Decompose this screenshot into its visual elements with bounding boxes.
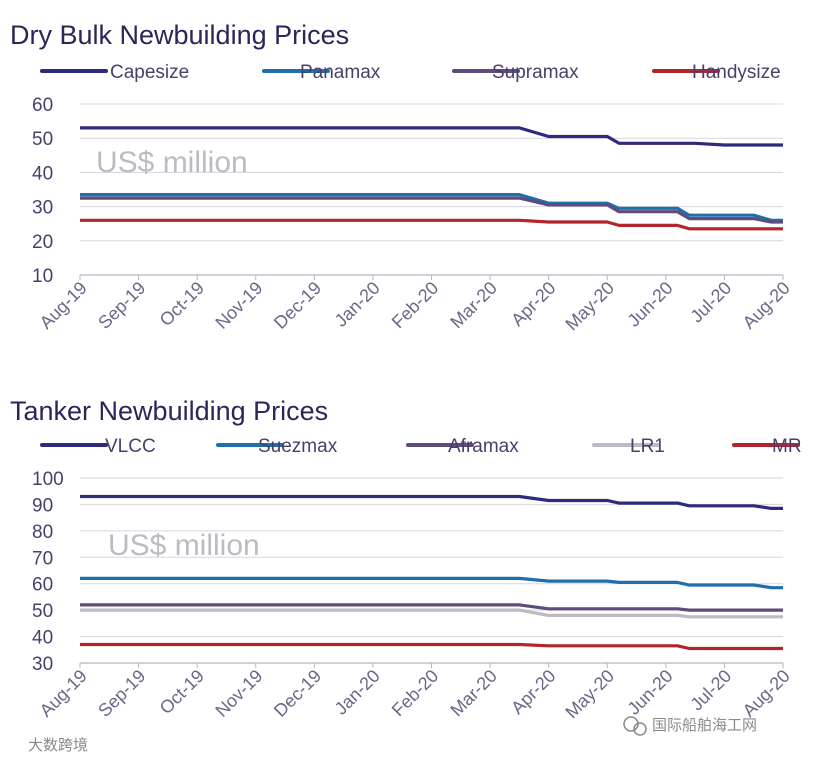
x-tick-label: Oct-19 (156, 666, 208, 718)
x-tick-label: May-20 (561, 278, 618, 335)
y-tick-label: 80 (32, 522, 53, 543)
x-tick-label: Jan-20 (331, 278, 384, 331)
series-line-supramax (80, 196, 783, 224)
x-tick-label: Nov-19 (211, 278, 266, 333)
y-tick-label: 40 (32, 163, 53, 184)
x-tick-label: Mar-20 (446, 278, 500, 332)
chart-2: Tanker Newbuilding Prices VLCC Suezmax Afra… (10, 396, 802, 722)
watermark-bottom-right: 国际船舶海工网 (652, 717, 757, 734)
legend-label-handysize: Handysize (692, 62, 781, 83)
series-line-aframax (80, 603, 783, 612)
y-tick-label: 50 (32, 129, 53, 150)
x-tick-label: Aug-20 (739, 278, 794, 333)
x-tick-label: Apr-20 (507, 278, 559, 330)
x-tick-label: Sep-19 (94, 666, 149, 721)
x-tick-label: Jul-20 (686, 278, 735, 327)
x-tick-label: Mar-20 (446, 666, 500, 720)
x-tick-label: May-20 (561, 666, 618, 723)
y-tick-label: 20 (32, 232, 53, 253)
chart-1: Dry Bulk Newbuilding Prices Capesize Panam… (10, 20, 794, 334)
x-tick-label: Nov-19 (211, 666, 266, 721)
x-tick-label: Aug-20 (739, 666, 794, 721)
y-tick-label: 30 (32, 198, 53, 219)
legend-label-mr: MR (772, 436, 802, 457)
x-tick-label: Dec-19 (270, 666, 325, 721)
x-tick-label: Jun-20 (624, 278, 677, 331)
x-tick-label: Jul-20 (686, 666, 735, 715)
series-line-suezmax (80, 576, 783, 590)
unit-label: US$ million (108, 529, 260, 562)
x-tick-label: Jan-20 (331, 666, 384, 719)
legend-label-supramax: Supramax (492, 62, 579, 83)
wechat-icon (623, 716, 647, 736)
series-line-capesize (80, 126, 783, 147)
legend-label-panamax: Panamax (300, 62, 381, 83)
y-tick-label: 60 (32, 95, 53, 116)
x-tick-label: Dec-19 (270, 278, 325, 333)
legend-label-aframax: Aframax (448, 436, 519, 457)
watermark-top: 搜狐号@新技术时代 (654, 9, 780, 25)
legend-label-lr1: LR1 (630, 436, 665, 457)
y-tick-label: 60 (32, 575, 53, 596)
y-tick-label: 10 (32, 266, 53, 287)
legend-label-capesize: Capesize (110, 62, 189, 83)
chart-title: Tanker Newbuilding Prices (10, 396, 328, 426)
y-tick-label: 30 (32, 654, 53, 675)
series-line-vlcc (80, 494, 783, 510)
x-tick-label: Feb-20 (388, 278, 442, 332)
x-tick-label: Feb-20 (388, 666, 442, 720)
legend-label-vlcc: VLCC (105, 436, 156, 457)
y-tick-label: 50 (32, 601, 53, 622)
y-tick-label: 100 (32, 469, 64, 490)
series-line-mr (80, 642, 783, 651)
series-line-panamax (80, 193, 783, 222)
series-line-lr1 (80, 608, 783, 619)
unit-label: US$ million (96, 146, 248, 179)
chart-title: Dry Bulk Newbuilding Prices (10, 20, 349, 50)
x-tick-label: Jun-20 (624, 666, 677, 719)
y-tick-label: 70 (32, 548, 53, 569)
x-tick-label: Oct-19 (156, 278, 208, 330)
y-tick-label: 40 (32, 628, 53, 649)
x-tick-label: Apr-20 (507, 666, 559, 718)
x-tick-label: Sep-19 (94, 278, 149, 333)
watermark-bottom-left: 大数跨境 (28, 736, 88, 754)
series-line-handysize (80, 218, 783, 231)
legend-label-suezmax: Suezmax (258, 436, 338, 457)
y-tick-label: 90 (32, 495, 53, 516)
